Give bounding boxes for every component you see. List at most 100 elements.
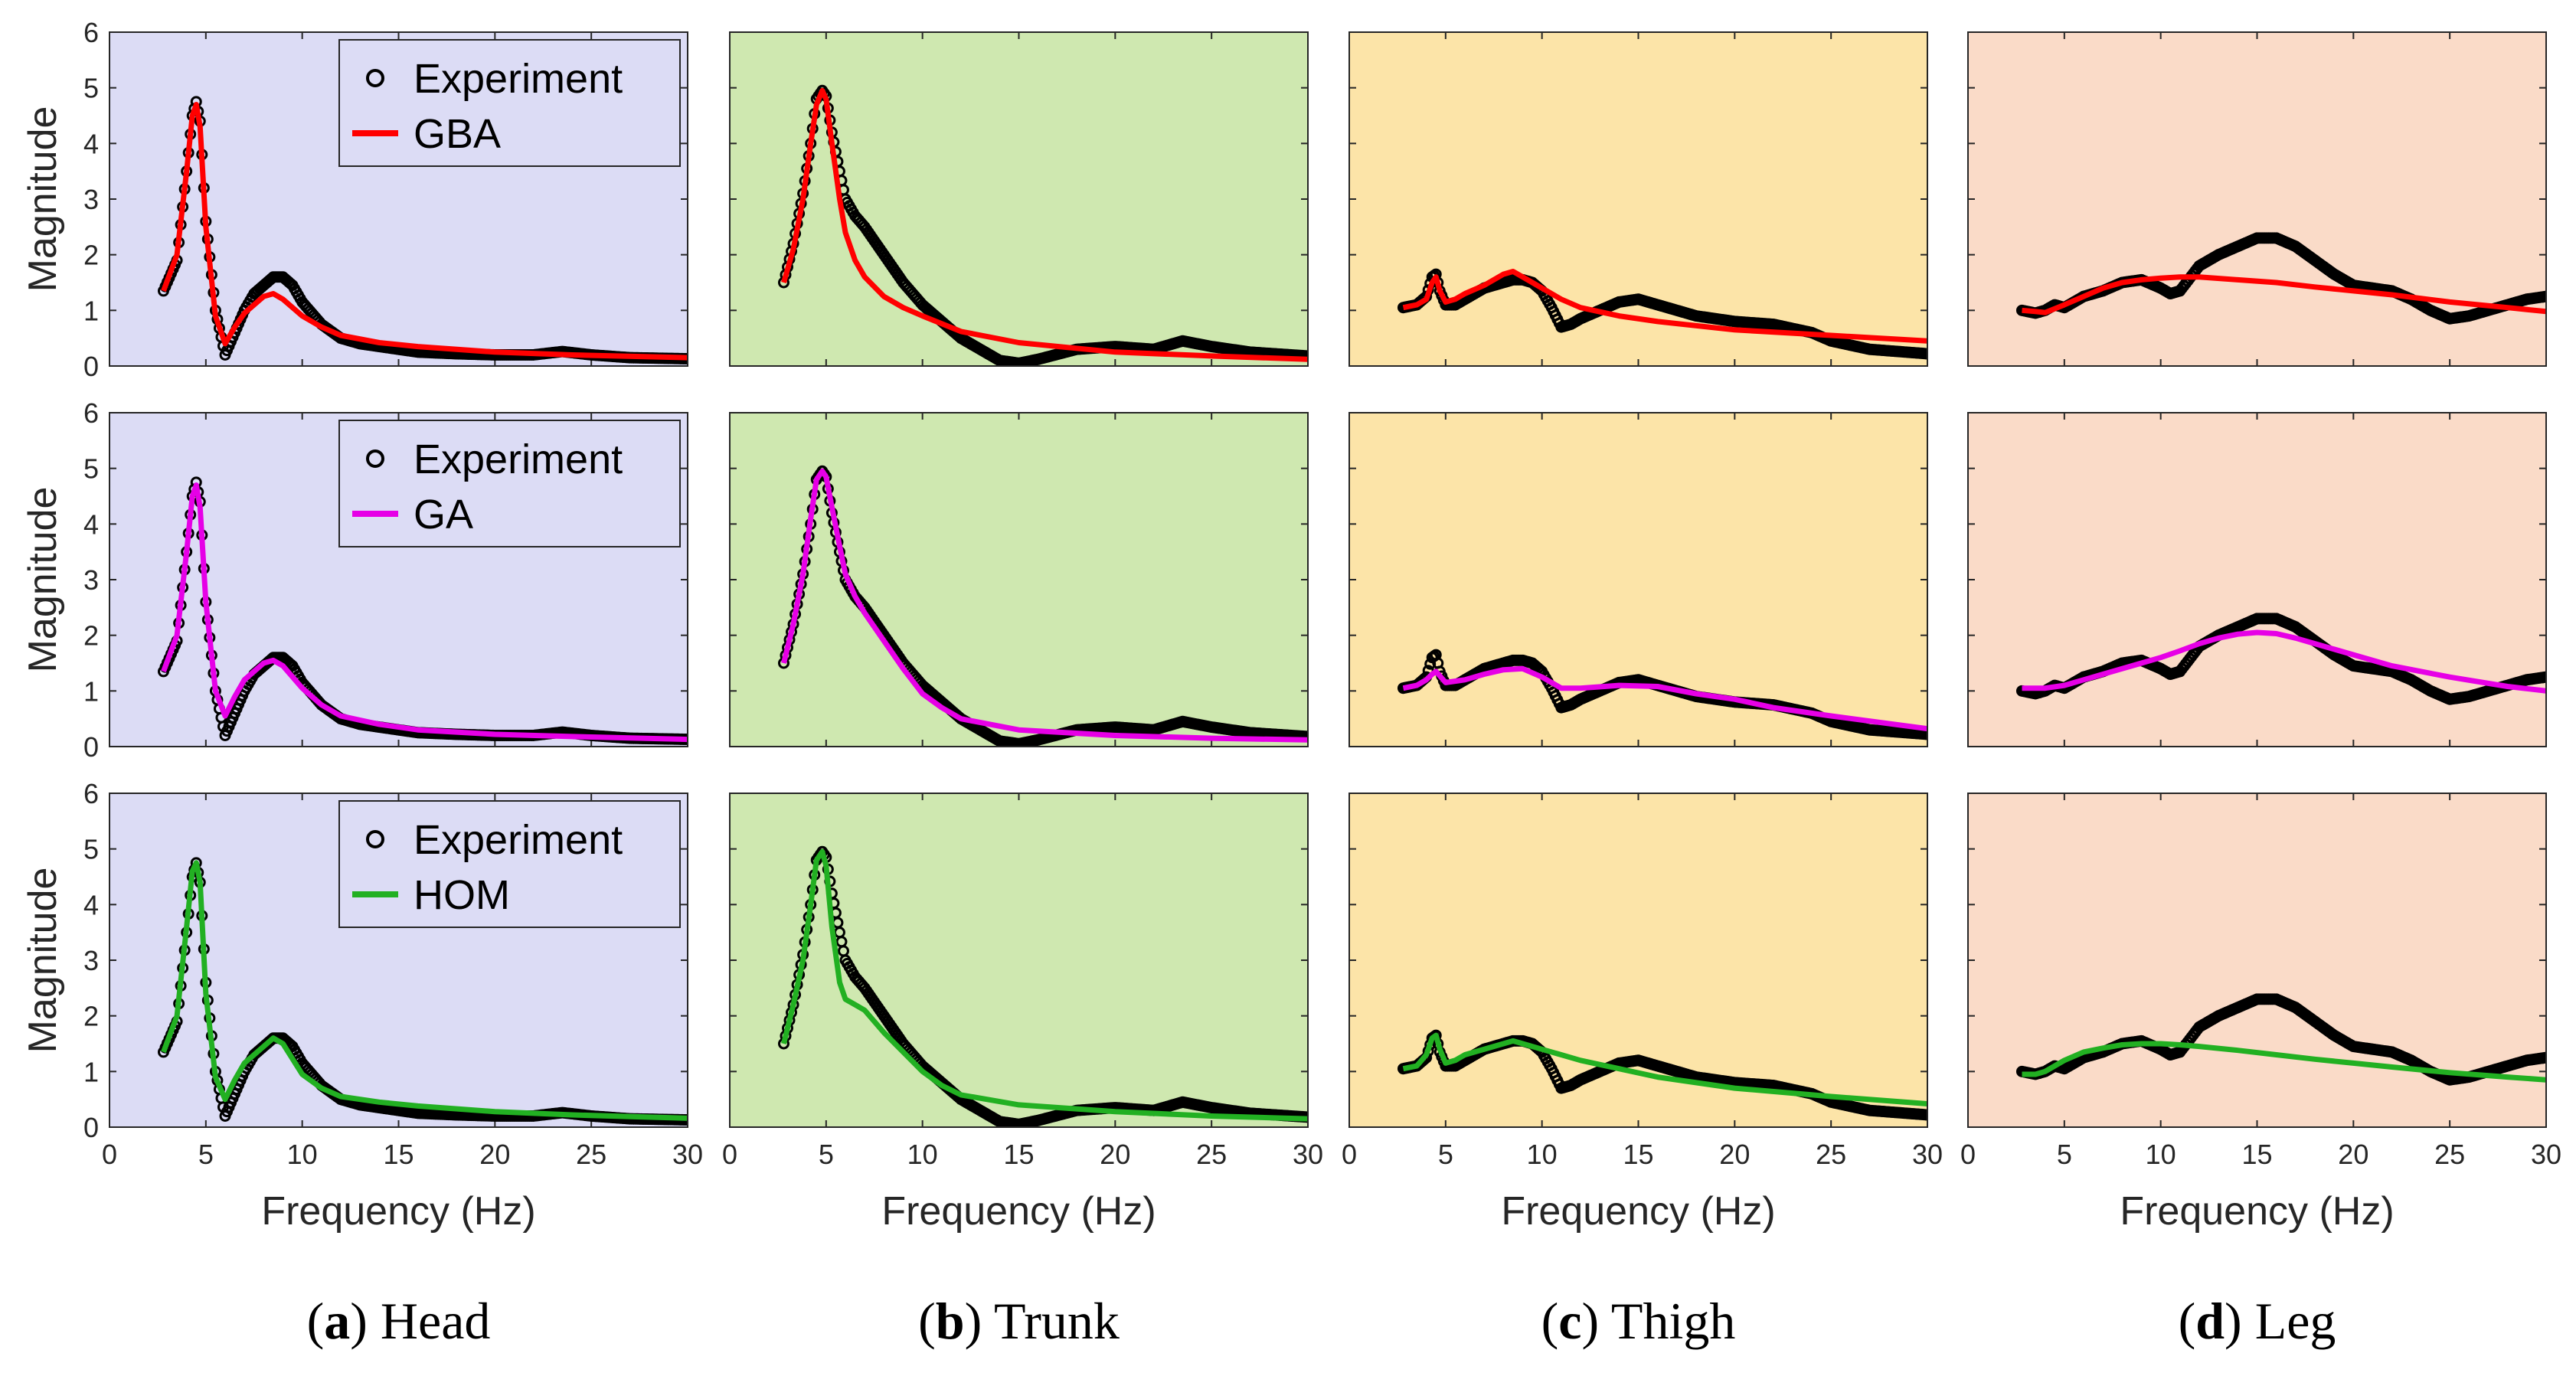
plot-background [1349,413,1927,747]
y-tick-label: 0 [83,1112,99,1143]
x-tick-label: 25 [1196,1139,1227,1170]
plot-frame [109,793,688,1128]
caption-name: Leg [2255,1292,2336,1350]
series-hom [1402,1032,1927,1106]
data-area [777,84,1308,366]
data-area [2015,993,2546,1086]
data-area [157,96,688,365]
x-tick-label: 5 [2057,1139,2072,1170]
x-tick-label: 30 [1293,1139,1323,1170]
y-tick-label: 4 [83,128,99,159]
y-axis-label: Magnitude [21,868,65,1054]
experiment-point [1921,728,1927,740]
y-tick-label: 6 [83,397,99,429]
legend-box [338,39,681,167]
x-tick-label: 15 [2241,1139,2272,1170]
y-tick-label: 2 [83,240,99,271]
x-tick-label: 0 [1342,1139,1357,1170]
caption-letter: c [1558,1292,1581,1350]
x-tick-label: 0 [102,1139,117,1170]
y-tick-label: 2 [83,620,99,652]
panel-hom-thigh: 0 5 10 15 20 25 30 Frequency (Hz) [1342,793,1943,1234]
x-tick-label: 20 [479,1139,510,1170]
x-tick-label: 0 [722,1139,737,1170]
y-tick-label: 5 [83,73,99,104]
caption-close-paren: ) [2225,1292,2255,1350]
series-gba [2022,274,2546,315]
series-experiment [2015,232,2546,325]
legend-experiment-marker [366,69,384,87]
x-tick-label: 10 [907,1139,938,1170]
experiment-point [1302,350,1308,362]
caption-open-paren: ( [307,1292,325,1350]
panel-ga-head: 0 1 2 3 4 5 6 Magnitude Experiment GA [21,397,688,763]
y-tick-label: 0 [83,351,99,382]
plot-background [730,413,1308,747]
x-axis-label: Frequency (Hz) [2120,1189,2394,1234]
x-tick-label: 25 [576,1139,606,1170]
caption-head: (a) Head [307,1292,491,1350]
x-tick-label: 20 [1719,1139,1750,1170]
legend-box [338,420,681,547]
series-experiment [777,84,1308,366]
panel-grid: 0 1 2 3 4 5 6 Magnitude Experiment GBA 0 1 2 3 4 5 6 Magn… [21,17,2561,1234]
y-tick-label: 6 [83,778,99,809]
experiment-point [2540,671,2546,683]
data-area [2015,613,2546,705]
data-area [1397,1029,1927,1121]
panel-gba-leg [1967,31,2547,367]
x-tick-label: 10 [1527,1139,1558,1170]
x-tick-label: 30 [1912,1139,1943,1170]
plot-frame [1348,412,1928,747]
x-tick-label: 20 [1100,1139,1130,1170]
series-ga [161,482,688,743]
panel-ga-thigh [1348,412,1928,747]
plot-background [1349,793,1927,1127]
caption-row: (a) Head (b) Trunk (c) Thigh (d) Leg [307,1292,2336,1350]
legend-experiment-label: Experiment [414,56,623,102]
data-area [157,476,688,746]
caption-open-paren: ( [1541,1292,1559,1350]
x-tick-label: 25 [2434,1139,2465,1170]
y-tick-label: 5 [83,834,99,865]
caption-open-paren: ( [2179,1292,2196,1350]
experiment-point [1302,730,1308,743]
y-tick-label: 1 [83,1056,99,1087]
y-tick-label: 3 [83,184,99,215]
panel-gba-head: 0 1 2 3 4 5 6 Magnitude Experiment GBA [21,17,688,382]
plot-frame [729,412,1309,747]
data-area [777,465,1308,747]
y-tick-label: 0 [83,731,99,763]
legend-model-label: GBA [414,111,501,157]
caption-close-paren: ) [965,1292,994,1350]
caption-leg: (d) Leg [2179,1292,2336,1350]
x-axis-label: Frequency (Hz) [1501,1189,1775,1234]
data-area [1397,649,1927,740]
experiment-point [1921,1109,1927,1121]
plot-background [1349,32,1927,366]
data-area [777,845,1308,1127]
caption-letter: a [324,1292,350,1350]
plot-frame [1967,793,2547,1128]
data-area [2015,232,2546,325]
legend-model-label: GA [414,492,473,538]
legend: Experiment GA [338,420,681,547]
experiment-point [2540,290,2546,302]
caption-close-paren: ) [1581,1292,1610,1350]
panel-hom-trunk: 0 5 10 15 20 25 30 Frequency (Hz) [722,793,1323,1234]
x-tick-label: 10 [2146,1139,2176,1170]
experiment-point [2540,1051,2546,1064]
plot-background [730,32,1308,366]
series-gba [1402,269,1927,344]
x-tick-label: 30 [672,1139,703,1170]
plot-frame [729,31,1309,367]
y-tick-label: 4 [83,889,99,920]
legend-model-label: HOM [414,872,510,918]
series-hom [2022,1041,2546,1083]
series-gba [781,87,1308,362]
y-axis-label: Magnitude [21,106,65,293]
x-axis-label: Frequency (Hz) [881,1189,1156,1234]
plot-frame [729,793,1309,1128]
series-ga [1402,665,1927,732]
legend-experiment-label: Experiment [414,436,623,482]
